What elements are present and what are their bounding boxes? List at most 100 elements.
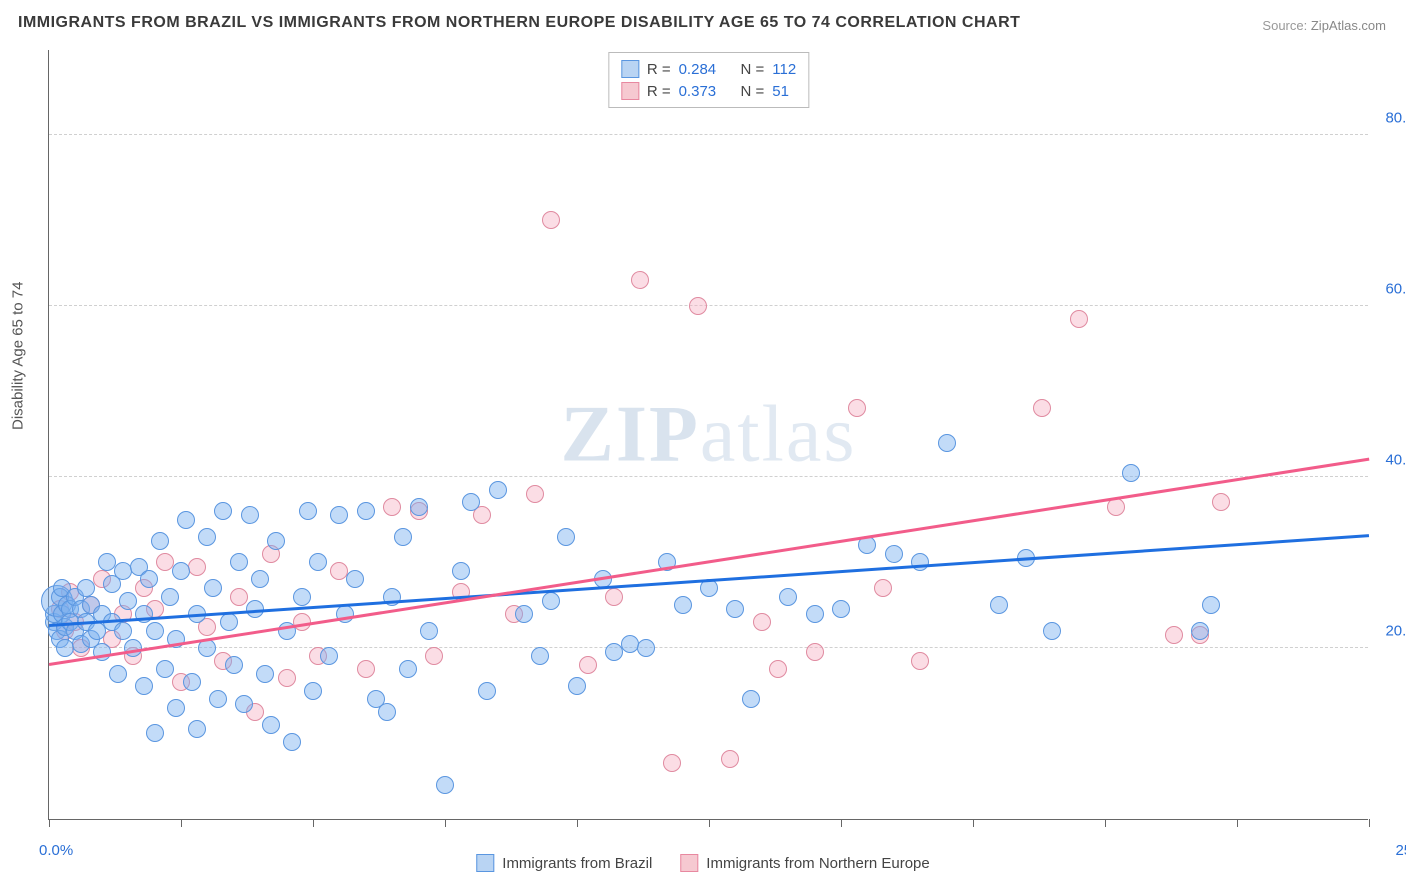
chart-title: IMMIGRANTS FROM BRAZIL VS IMMIGRANTS FRO… [18,14,1020,32]
data-point-pink [769,660,787,678]
data-point-blue [151,532,169,550]
data-point-blue [346,570,364,588]
watermark: ZIPatlas [561,389,857,480]
data-point-blue [779,588,797,606]
gridline [49,476,1368,477]
data-point-blue [399,660,417,678]
data-point-blue [742,690,760,708]
data-point-blue [410,498,428,516]
data-point-blue [674,596,692,614]
data-point-blue [283,733,301,751]
n-label: N = [740,61,764,78]
x-tick [841,819,842,827]
data-point-blue [204,579,222,597]
data-point-blue [489,481,507,499]
data-point-pink [230,588,248,606]
x-tick [973,819,974,827]
series-legend: Immigrants from Brazil Immigrants from No… [476,854,929,872]
data-point-pink [848,399,866,417]
legend-row: R =0.373 N =51 [621,80,796,102]
watermark-rest: atlas [700,390,857,478]
n-value: 51 [772,83,789,100]
source-label: Source: [1262,18,1307,33]
x-tick [445,819,446,827]
data-point-blue [320,647,338,665]
data-point-pink [1033,399,1051,417]
data-point-blue [156,660,174,678]
data-point-pink [911,652,929,670]
data-point-blue [394,528,412,546]
data-point-blue [806,605,824,623]
x-tick [1237,819,1238,827]
data-point-blue [230,553,248,571]
data-point-blue [832,600,850,618]
data-point-blue [214,502,232,520]
data-point-blue [293,588,311,606]
data-point-pink [806,643,824,661]
y-tick-label: 40.0% [1373,451,1406,468]
data-point-blue [225,656,243,674]
y-tick-label: 20.0% [1373,622,1406,639]
data-point-pink [721,750,739,768]
legend-item: Immigrants from Brazil [476,854,652,872]
x-tick [181,819,182,827]
x-tick [577,819,578,827]
data-point-blue [885,545,903,563]
watermark-bold: ZIP [561,390,700,478]
r-value: 0.284 [679,61,717,78]
data-point-blue [198,528,216,546]
legend-label: Immigrants from Brazil [502,855,652,872]
data-point-pink [874,579,892,597]
swatch-pink [621,82,639,100]
data-point-pink [542,211,560,229]
legend-item: Immigrants from Northern Europe [680,854,929,872]
data-point-pink [631,271,649,289]
data-point-blue [135,677,153,695]
data-point-blue [309,553,327,571]
source-value: ZipAtlas.com [1311,18,1386,33]
x-tick [49,819,50,827]
data-point-pink [1070,310,1088,328]
x-tick [313,819,314,827]
data-point-blue [1191,622,1209,640]
data-point-blue [990,596,1008,614]
y-tick-label: 80.0% [1373,109,1406,126]
data-point-blue [235,695,253,713]
data-point-blue [452,562,470,580]
data-point-blue [1043,622,1061,640]
data-point-blue [462,493,480,511]
x-tick [709,819,710,827]
data-point-blue [119,592,137,610]
data-point-pink [278,669,296,687]
data-point-blue [172,562,190,580]
data-point-pink [579,656,597,674]
data-point-blue [531,647,549,665]
data-point-blue [146,724,164,742]
data-point-blue [568,677,586,695]
data-point-pink [753,613,771,631]
swatch-pink [680,854,698,872]
data-point-blue [241,506,259,524]
data-point-blue [378,703,396,721]
data-point-blue [93,643,111,661]
x-tick [1369,819,1370,827]
gridline [49,134,1368,135]
gridline [49,647,1368,648]
n-value: 112 [772,61,796,78]
data-point-blue [220,613,238,631]
swatch-blue [621,60,639,78]
x-min-label: 0.0% [39,842,73,859]
data-point-blue [557,528,575,546]
data-point-blue [209,690,227,708]
data-point-blue [161,588,179,606]
data-point-pink [1165,626,1183,644]
data-point-blue [515,605,533,623]
legend-row: R =0.284 N =112 [621,58,796,80]
source-attribution: Source: ZipAtlas.com [1262,18,1386,33]
x-max-label: 25.0% [1395,842,1406,859]
data-point-blue [183,673,201,691]
gridline [49,305,1368,306]
r-value: 0.373 [679,83,717,100]
plot-area: ZIPatlas R =0.284 N =112R =0.373 N =51 2… [48,50,1368,820]
y-tick-label: 60.0% [1373,280,1406,297]
